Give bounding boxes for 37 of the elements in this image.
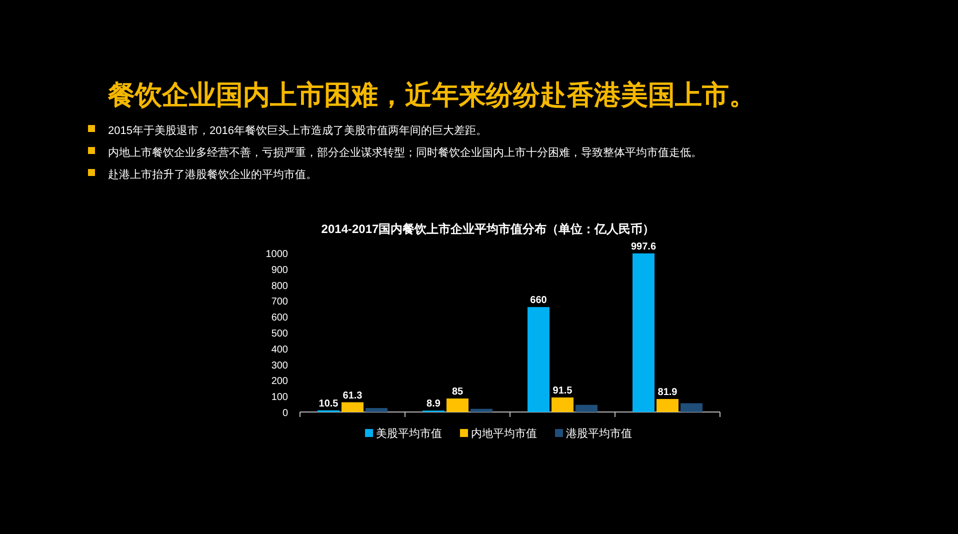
y-tick-label: 400 (271, 344, 288, 356)
bar (470, 408, 492, 412)
chart-subtitle: 2014-2017国内餐饮上市企业平均市值分布（单位：亿人民币） (321, 222, 655, 236)
data-label: 660 (530, 295, 548, 306)
y-tick-label: 900 (271, 264, 288, 276)
y-tick-label: 600 (271, 312, 288, 324)
y-tick-label: 500 (271, 328, 288, 340)
y-tick-label: 1000 (266, 249, 288, 260)
bar (656, 398, 678, 412)
bar (528, 307, 550, 412)
bar (680, 403, 702, 412)
data-label: 85 (452, 386, 464, 398)
y-tick-label: 700 (271, 296, 288, 308)
text: 赴港上市抬升了港股餐饮企业的平均市值。 (108, 168, 317, 181)
bar (552, 397, 574, 412)
y-tick-label: 300 (271, 360, 288, 372)
legend-label: 内地平均市值 (471, 427, 537, 440)
bar (366, 408, 388, 412)
data-label: 61.3 (342, 390, 363, 402)
chart-title: 餐饮企业国内上市困难，近年来纷纷赴香港美国上市。 (107, 80, 756, 110)
bar (342, 402, 364, 412)
text: 2015年于美股退市，2016年餐饮巨头上市造成了美股市值两年间的巨大差距。 (108, 124, 487, 137)
data-label: 81.9 (658, 386, 678, 398)
y-tick-label: 0 (282, 408, 288, 419)
y-tick-label: 200 (271, 376, 288, 388)
legend-label: 港股平均市值 (566, 427, 632, 440)
data-label: 10.5 (318, 398, 339, 410)
data-label: 8.9 (426, 398, 441, 410)
y-tick-label: 100 (271, 392, 288, 404)
y-tick-label: 800 (271, 280, 288, 292)
bar (632, 253, 654, 412)
bar (576, 404, 598, 412)
data-label: 997.6 (630, 241, 656, 252)
bar (446, 398, 468, 412)
data-label: 91.5 (552, 385, 573, 396)
text: 内地上市餐饮企业多经营不善，亏损严重，部分企业谋求转型；同时餐饮企业国内上市十分困难，导致整体平均市值走低。 (108, 146, 702, 159)
legend-label: 美股平均市值 (376, 427, 442, 440)
